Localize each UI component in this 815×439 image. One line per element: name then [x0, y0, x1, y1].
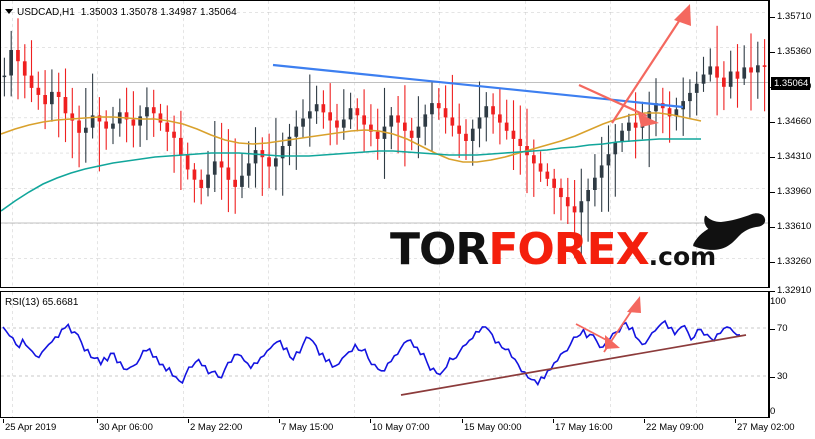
price-axis-tick: 1.34310: [770, 152, 811, 163]
rsi-axis-tick: 30: [770, 372, 788, 383]
retest-arrow-shaft: [578, 83, 648, 118]
price-axis-tick: 1.33960: [770, 187, 811, 198]
ohlc-quotes: 1.35003 1.35078 1.34987 1.35064: [80, 7, 237, 18]
rsi-support-trendline[interactable]: [400, 334, 747, 396]
time-axis-label: 30 Apr 06:00: [99, 422, 153, 433]
price-forecast-arrows: [578, 4, 691, 127]
caret-down-icon[interactable]: [5, 8, 13, 14]
rsi-axis-tick: 0: [770, 406, 776, 417]
rsi-rebound-arrow-shaft: [603, 306, 635, 353]
moving-average-slow: [1, 138, 701, 212]
retest-arrow-head: [638, 113, 659, 127]
time-axis-label: 7 May 15:00: [281, 422, 334, 433]
breakout-arrow-head: [674, 4, 691, 26]
rsi-rebound-arrow-head: [627, 296, 641, 313]
symbol-header[interactable]: USDCAD,H1 1.35003 1.35078 1.34987 1.35064: [5, 7, 237, 18]
time-axis-label: 2 May 22:00: [190, 422, 243, 433]
rsi-forecast-arrows: [575, 296, 641, 353]
price-axis-tick: 1.34660: [770, 117, 811, 128]
time-axis: 25 Apr 2019 30 Apr 06:00 2 May 22:00 7 M…: [0, 419, 795, 439]
price-axis: 1.35710 1.35360 1.35010 1.34660 1.34310 …: [769, 0, 815, 296]
price-chart-panel[interactable]: USDCAD,H1 1.35003 1.35078 1.34987 1.35064: [0, 0, 769, 288]
rsi-axis-tick: 70: [770, 324, 788, 335]
time-axis-label: 17 May 16:00: [555, 422, 613, 433]
time-axis-label: 15 May 00:00: [464, 422, 522, 433]
time-axis-label: 27 May 02:00: [737, 422, 795, 433]
rsi-plot-area[interactable]: [1, 292, 768, 417]
time-axis-label: 25 Apr 2019: [5, 422, 57, 433]
price-plot-area[interactable]: [1, 1, 768, 287]
price-chart-svg: [1, 1, 768, 287]
price-resistance-trendline[interactable]: [272, 63, 684, 109]
moving-average-fast: [1, 112, 702, 163]
candlestick-series: [2, 18, 767, 260]
rsi-chart-svg: [1, 292, 768, 417]
current-price-tag: 1.35064: [771, 77, 811, 90]
breakout-arrow-shaft: [611, 14, 684, 124]
time-axis-label: 10 May 07:00: [372, 422, 430, 433]
symbol-label: USDCAD,H1: [17, 7, 75, 18]
rsi-axis-tick: 100: [770, 296, 786, 307]
rsi-gridlines: [1, 292, 768, 417]
price-axis-tick: 1.35360: [770, 47, 811, 58]
rsi-axis: 100 70 30 0: [769, 291, 815, 418]
price-axis-tick: 1.35710: [770, 12, 811, 23]
rsi-indicator-panel[interactable]: RSI(13) 65.6681: [0, 291, 769, 418]
time-axis-label: 22 May 09:00: [646, 422, 704, 433]
price-axis-tick: 1.33260: [770, 257, 811, 268]
price-axis-tick: 1.32910: [770, 286, 811, 297]
price-axis-tick: 1.33610: [770, 222, 811, 233]
rsi-title: RSI(13) 65.6681: [5, 297, 79, 308]
